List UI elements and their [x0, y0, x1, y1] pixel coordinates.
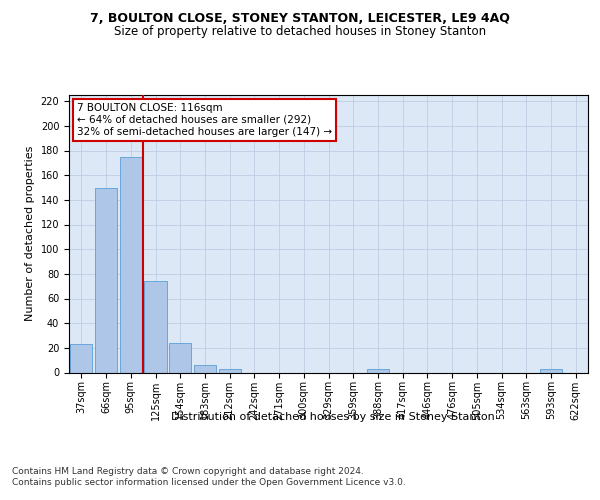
- Text: 7, BOULTON CLOSE, STONEY STANTON, LEICESTER, LE9 4AQ: 7, BOULTON CLOSE, STONEY STANTON, LEICES…: [90, 12, 510, 26]
- Bar: [70, 344, 92, 372]
- Bar: [119, 156, 142, 372]
- Bar: [145, 281, 167, 372]
- Bar: [169, 343, 191, 372]
- Bar: [218, 369, 241, 372]
- Y-axis label: Number of detached properties: Number of detached properties: [25, 146, 35, 322]
- Text: 7 BOULTON CLOSE: 116sqm
← 64% of detached houses are smaller (292)
32% of semi-d: 7 BOULTON CLOSE: 116sqm ← 64% of detache…: [77, 104, 332, 136]
- Text: Contains HM Land Registry data © Crown copyright and database right 2024.
Contai: Contains HM Land Registry data © Crown c…: [12, 468, 406, 487]
- Text: Distribution of detached houses by size in Stoney Stanton: Distribution of detached houses by size …: [171, 412, 495, 422]
- Text: Size of property relative to detached houses in Stoney Stanton: Size of property relative to detached ho…: [114, 25, 486, 38]
- Bar: [95, 188, 117, 372]
- Bar: [367, 369, 389, 372]
- Bar: [540, 369, 562, 372]
- Bar: [194, 365, 216, 372]
